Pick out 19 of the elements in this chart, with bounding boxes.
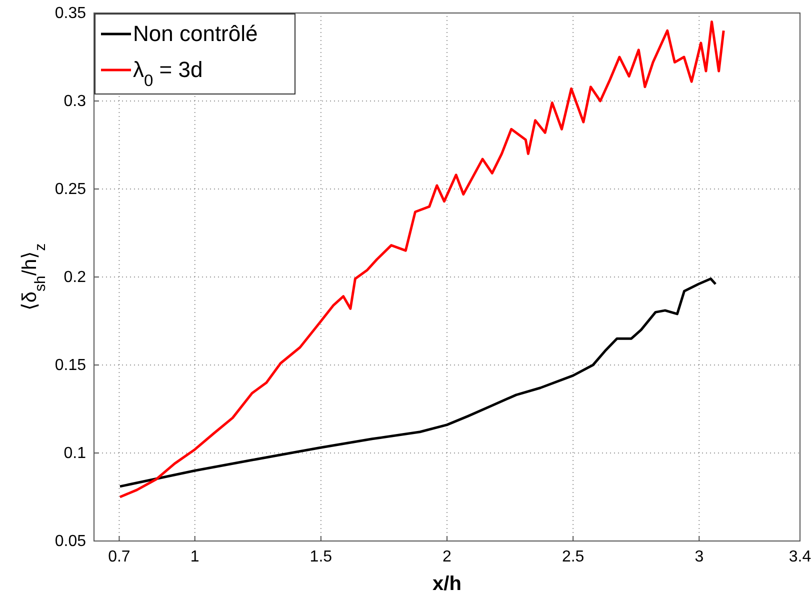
y-tick-label: 0.1 — [64, 445, 86, 462]
legend-label: λ$_{0}$ = 3d — [133, 57, 203, 90]
x-tick-label: 1 — [190, 548, 200, 566]
x-tick-label: 3 — [694, 548, 704, 566]
x-tick-label: 1.5 — [310, 548, 332, 566]
line-series — [118, 278, 717, 488]
x-tick-label: 3.4 — [788, 548, 812, 566]
x-axis-title: x/h — [432, 573, 462, 595]
x-tick-label: 2.5 — [562, 548, 584, 566]
y-tick-label: 0.35 — [54, 5, 86, 22]
line-series — [118, 20, 725, 498]
legend-label: Non contrôlé — [133, 21, 258, 46]
x-tick-label: 2 — [442, 548, 452, 566]
y-tick-label: 0.15 — [54, 357, 86, 374]
y-tick-label: 0.05 — [54, 533, 86, 550]
y-tick-label: 0.3 — [64, 93, 86, 110]
y-tick-label: 0.25 — [54, 181, 86, 198]
x-tick-label: 0.7 — [108, 548, 130, 566]
y-tick-label: 0.2 — [64, 269, 86, 286]
